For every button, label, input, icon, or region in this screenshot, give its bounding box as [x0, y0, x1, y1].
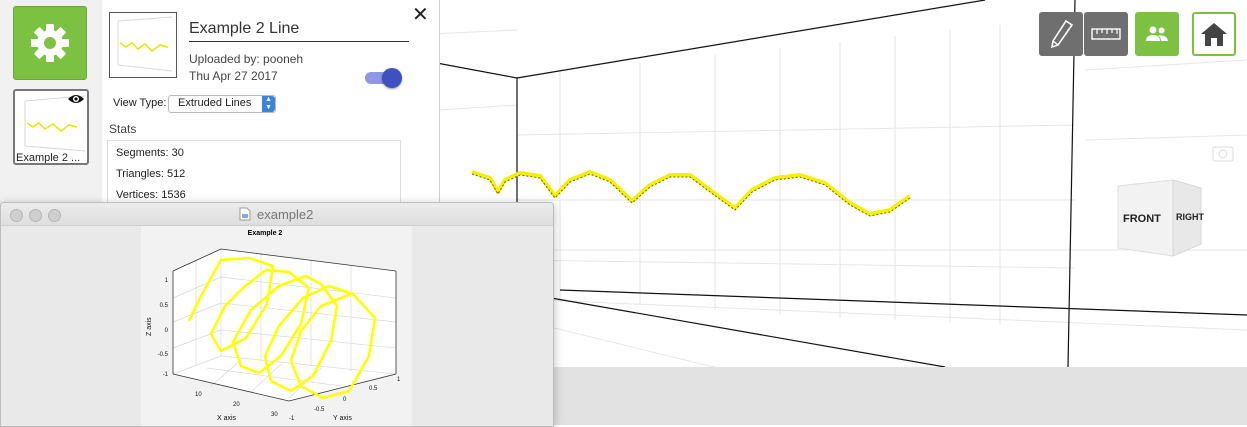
minimize-window-button[interactable] [29, 209, 42, 222]
settings-button[interactable] [13, 6, 87, 80]
z-tick-label: 0 [165, 328, 169, 334]
x-axis-label: X axis [217, 415, 237, 422]
cube-right-label[interactable]: RIGHT [1176, 212, 1205, 222]
figure-title: example2 [257, 207, 314, 222]
cube-front-label[interactable]: FRONT [1123, 213, 1161, 225]
z-tick-label: -1 [163, 372, 169, 378]
home-icon [1201, 23, 1227, 46]
zoom-window-button[interactable] [48, 209, 61, 222]
x-tick-label: 20 [233, 402, 240, 408]
extruded-line-model [471, 170, 912, 216]
close-icon[interactable]: ✕ [412, 4, 429, 26]
model-title[interactable]: Example 2 Line [189, 20, 409, 42]
users-icon [1146, 26, 1168, 41]
y-tick-label: 1 [397, 377, 401, 383]
home-button[interactable] [1192, 12, 1236, 56]
plot-title: Example 2 [248, 230, 283, 237]
eye-icon[interactable] [67, 93, 85, 105]
y-tick-label: 0.5 [369, 386, 378, 392]
upload-date: Thu Apr 27 2017 [189, 69, 278, 83]
y-tick-label: -1 [289, 416, 295, 422]
draw-button[interactable] [1039, 12, 1083, 56]
figure-window[interactable]: example2 Example 2 [0, 202, 554, 427]
3d-plot[interactable]: Example 2 [141, 226, 412, 426]
stat-segments: Segments: 30 [116, 147, 184, 159]
figure-canvas: Example 2 [141, 226, 412, 426]
z-tick-label: 1 [165, 278, 169, 284]
series-line [187, 256, 377, 400]
view-cube[interactable]: FRONT RIGHT [1115, 178, 1205, 260]
close-window-button[interactable] [10, 209, 23, 222]
model-thumbnail-card[interactable]: Example 2 ... [13, 89, 89, 165]
model-info-panel: Example 2 Line ✕ Uploaded by: pooneh Thu… [102, 0, 440, 212]
figure-titlebar[interactable]: example2 [1, 203, 553, 226]
stat-vertices: Vertices: 1536 [116, 189, 186, 201]
select-arrows-icon: ▲ ▼ [262, 96, 275, 112]
view-type-select[interactable]: Extruded Lines ▲ ▼ [168, 95, 276, 113]
stat-triangles: Triangles: 512 [116, 168, 186, 180]
x-tick-label: 30 [271, 412, 278, 418]
y-axis-label: Y axis [333, 415, 352, 422]
left-rail: Example 2 ... [0, 0, 103, 205]
stats-heading: Stats [109, 122, 137, 136]
thumbnail-label: Example 2 ... [16, 152, 81, 164]
document-icon [239, 207, 251, 221]
gear-icon [31, 24, 69, 62]
y-tick-label: 0 [343, 397, 347, 403]
view-type-value: Extruded Lines [178, 97, 252, 109]
z-tick-label: -0.5 [158, 352, 169, 358]
view-type-label: View Type: [113, 97, 167, 109]
pen-icon [1050, 19, 1074, 49]
stats-box: Segments: 30 Triangles: 512 Vertices: 15… [107, 140, 401, 212]
x-tick-label: 10 [195, 392, 202, 398]
z-axis-label: Z axis [146, 317, 153, 336]
measure-button[interactable] [1084, 12, 1128, 56]
y-tick-label: -0.5 [314, 407, 325, 413]
z-tick-label: 0.5 [160, 303, 169, 309]
uploaded-by: Uploaded by: pooneh [189, 52, 304, 66]
figure-body: Example 2 [1, 226, 553, 426]
ruler-icon [1091, 28, 1121, 40]
visibility-toggle[interactable] [365, 68, 402, 88]
collaborators-button[interactable] [1135, 12, 1179, 56]
panel-thumbnail [109, 12, 177, 78]
